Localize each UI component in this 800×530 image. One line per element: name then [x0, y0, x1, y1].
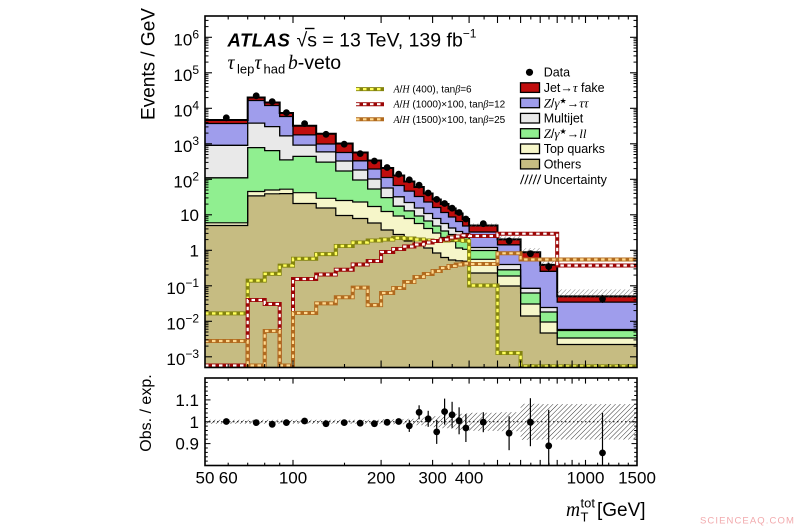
svg-text:400: 400 [455, 469, 483, 488]
svg-text:Uncertainty: Uncertainty [544, 173, 608, 187]
svg-text:Events / GeV: Events / GeV [139, 8, 160, 120]
svg-text:1000: 1000 [567, 469, 605, 488]
svg-text:0.9: 0.9 [175, 435, 199, 454]
svg-text:10: 10 [180, 206, 199, 225]
svg-text:60: 60 [219, 469, 238, 488]
svg-text:T: T [581, 510, 589, 525]
svg-text:[GeV]: [GeV] [597, 500, 646, 521]
svg-text:had: had [264, 62, 286, 77]
svg-text:lep: lep [237, 62, 254, 77]
svg-text:SCIENCEAQ.COM: SCIENCEAQ.COM [700, 516, 795, 527]
svg-text:Data: Data [544, 66, 570, 80]
svg-text:tot: tot [581, 496, 596, 511]
svg-text:Obs. / exp.: Obs. / exp. [138, 374, 155, 451]
svg-text:300: 300 [418, 469, 446, 488]
svg-text:Others: Others [544, 158, 582, 172]
svg-text:Top quarks: Top quarks [544, 142, 605, 156]
svg-text:b-veto: b-veto [288, 52, 341, 74]
svg-text:A/H (1000)×100, tanβ=12: A/H (1000)×100, tanβ=12 [393, 100, 506, 111]
svg-text:1500: 1500 [618, 469, 656, 488]
svg-text:Z/γ★→ll: Z/γ★→ll [544, 126, 587, 141]
svg-text:1: 1 [190, 241, 199, 260]
svg-text:200: 200 [367, 469, 395, 488]
svg-text:m: m [566, 500, 580, 521]
svg-text:100: 100 [279, 469, 307, 488]
svg-text:τ: τ [255, 53, 263, 74]
svg-text:1: 1 [190, 413, 199, 432]
svg-text:τ: τ [228, 53, 236, 74]
svg-text:ATLAS: ATLAS [227, 30, 291, 51]
svg-text:A/H (1500)×100, tanβ=25: A/H (1500)×100, tanβ=25 [393, 115, 506, 126]
svg-text:Multijet: Multijet [544, 112, 584, 126]
svg-text:1.1: 1.1 [175, 391, 199, 410]
svg-text:Jet→τ fake: Jet→τ fake [544, 80, 605, 95]
svg-text:Z/γ★→ττ: Z/γ★→ττ [544, 95, 590, 110]
svg-text:50: 50 [196, 469, 215, 488]
svg-text:√s = 13 TeV, 139 fb−1: √s = 13 TeV, 139 fb−1 [297, 27, 477, 52]
svg-text:A/H (400), tanβ=6: A/H (400), tanβ=6 [393, 85, 473, 96]
